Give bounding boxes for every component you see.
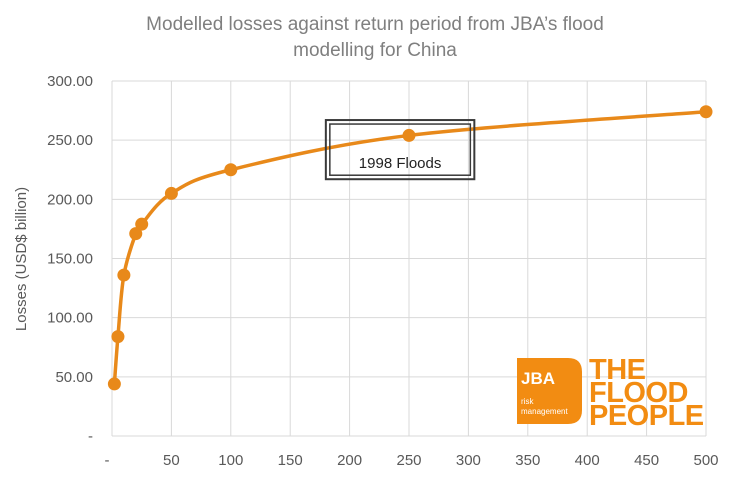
data-point	[699, 105, 713, 119]
annotation-text: 1998 Floods	[359, 155, 442, 172]
x-tick-label: 250	[396, 452, 421, 469]
chart-title-line-2: modelling for China	[293, 40, 457, 61]
x-tick-label: 200	[337, 452, 362, 469]
x-tick-label: 150	[278, 452, 303, 469]
y-tick-label: 100.00	[47, 310, 93, 327]
y-tick-label: 150.00	[47, 251, 93, 268]
y-tick-label: -	[88, 428, 93, 445]
x-tick-label: 450	[634, 452, 659, 469]
data-point	[117, 268, 131, 282]
data-point	[129, 227, 143, 241]
data-point	[164, 186, 178, 200]
data-point	[402, 128, 416, 142]
y-tick-label: 300.00	[47, 73, 93, 90]
logo-jba-text: JBA	[521, 369, 555, 388]
annotation-box-inner	[329, 123, 472, 176]
y-tick-label: 200.00	[47, 191, 93, 208]
series-line	[112, 110, 708, 386]
x-tick-label: 100	[218, 452, 243, 469]
y-axis-label: Losses (USD$ billion)	[13, 187, 30, 331]
logo-the-text: THE	[589, 354, 646, 386]
logo-management-text: management	[521, 407, 568, 416]
jba-flood-people-logo: JBA risk management THE FLOOD PEOPLE	[517, 354, 704, 432]
annotation-box	[324, 119, 476, 181]
x-tick-label: 400	[575, 452, 600, 469]
x-tick-label: 50	[163, 452, 180, 469]
data-point	[224, 163, 238, 177]
x-axis-ticks: - 50 100 150 200 250 300 350 400 450 500	[105, 452, 719, 469]
annotation-1998-floods: 1998 Floods	[324, 119, 476, 181]
x-tick-label: -	[105, 452, 110, 469]
x-tick-label: 500	[693, 452, 718, 469]
logo-risk-text: risk	[521, 397, 534, 406]
chart-title-line-1: Modelled losses against return period fr…	[146, 14, 604, 35]
series-layer	[107, 105, 713, 391]
data-point	[111, 330, 125, 344]
logo-people-text: PEOPLE	[589, 400, 704, 432]
data-point	[107, 377, 121, 391]
data-point	[135, 217, 149, 231]
y-axis-ticks: - 50.00 100.00 150.00 200.00 250.00 300.00	[47, 73, 93, 445]
y-tick-label: 50.00	[55, 369, 93, 386]
x-tick-label: 350	[515, 452, 540, 469]
logo-flood-text: FLOOD	[589, 377, 688, 409]
jba-logo-badge	[517, 358, 582, 424]
y-tick-label: 250.00	[47, 132, 93, 149]
x-tick-label: 300	[456, 452, 481, 469]
